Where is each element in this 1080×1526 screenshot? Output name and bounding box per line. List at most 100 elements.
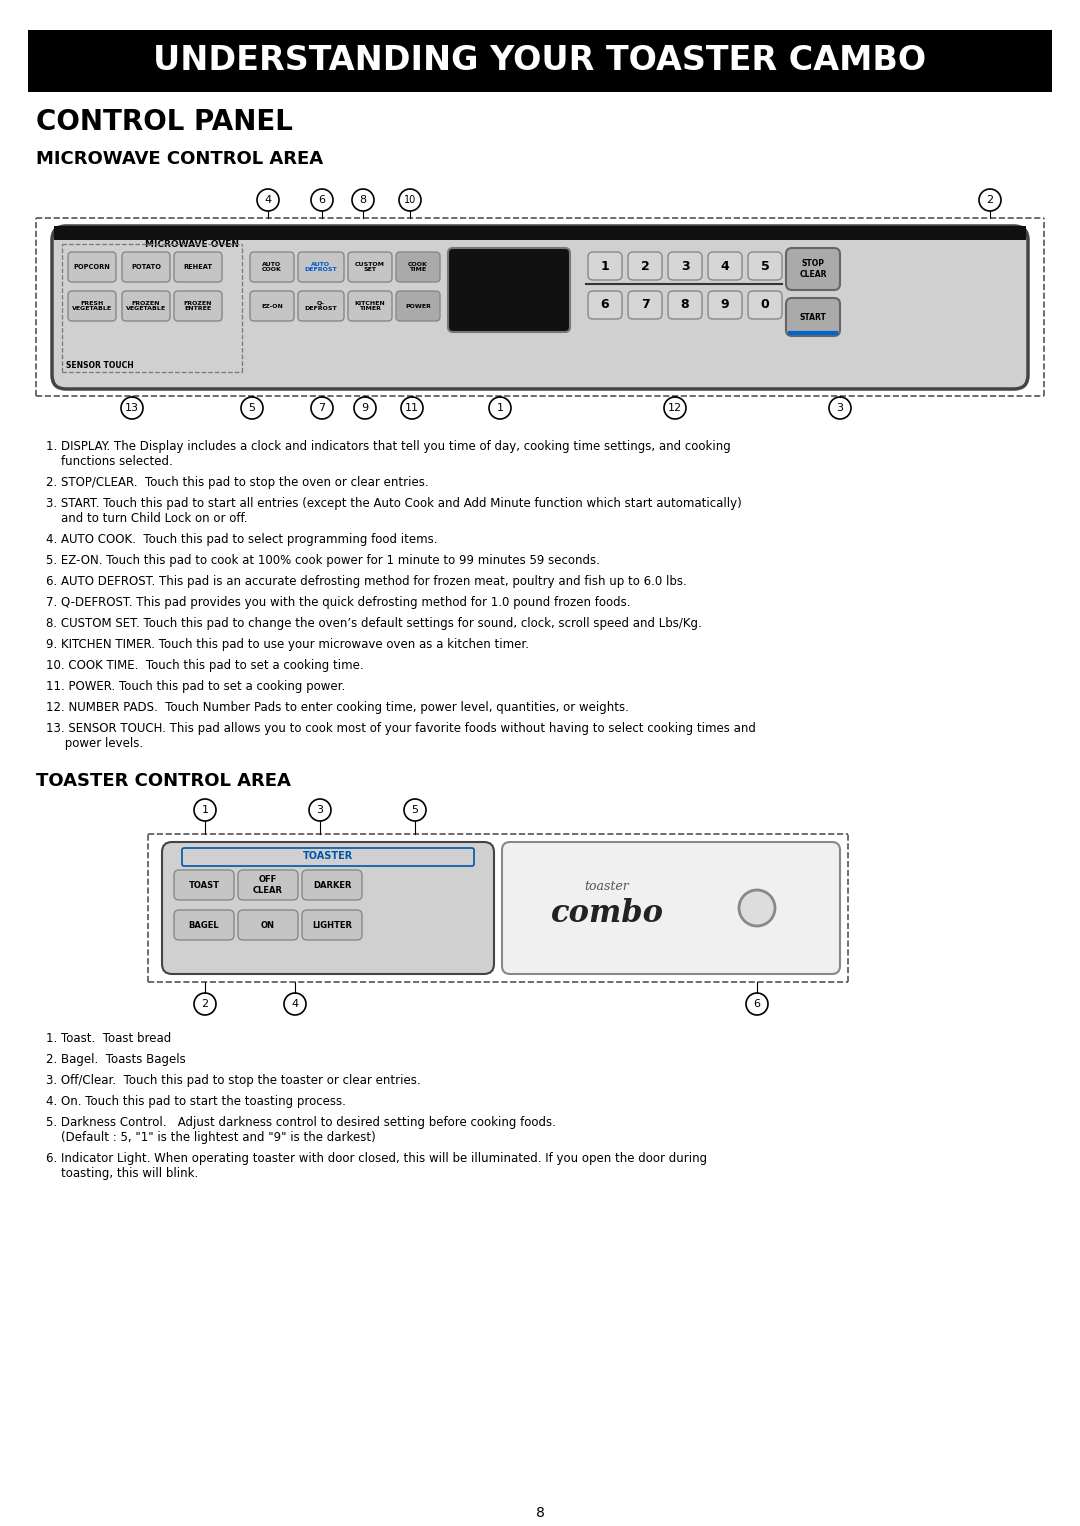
Text: 2. STOP/CLEAR.  Touch this pad to stop the oven or clear entries.: 2. STOP/CLEAR. Touch this pad to stop th… (46, 476, 429, 488)
Circle shape (739, 890, 775, 926)
Text: 10. COOK TIME.  Touch this pad to set a cooking time.: 10. COOK TIME. Touch this pad to set a c… (46, 659, 364, 671)
Text: 2: 2 (202, 1000, 208, 1009)
FancyBboxPatch shape (52, 226, 1028, 389)
FancyBboxPatch shape (302, 870, 362, 900)
Text: 3: 3 (680, 259, 689, 273)
FancyBboxPatch shape (348, 291, 392, 320)
Text: FROZEN
VEGETABLE: FROZEN VEGETABLE (126, 301, 166, 311)
FancyBboxPatch shape (249, 252, 294, 282)
Text: 8: 8 (360, 195, 366, 204)
Text: 1. DISPLAY. The Display includes a clock and indicators that tell you time of da: 1. DISPLAY. The Display includes a clock… (46, 439, 731, 453)
Text: 4. On. Touch this pad to start the toasting process.: 4. On. Touch this pad to start the toast… (46, 1096, 346, 1108)
Text: TOAST: TOAST (189, 881, 219, 890)
Text: functions selected.: functions selected. (46, 455, 173, 468)
FancyBboxPatch shape (298, 291, 345, 320)
FancyBboxPatch shape (669, 291, 702, 319)
Text: SENSOR TOUCH: SENSOR TOUCH (66, 362, 134, 369)
Text: KITCHEN
TIMER: KITCHEN TIMER (354, 301, 386, 311)
Text: 3. START. Touch this pad to start all entries (except the Auto Cook and Add Minu: 3. START. Touch this pad to start all en… (46, 497, 742, 510)
Text: 6: 6 (600, 299, 609, 311)
Text: POPCORN: POPCORN (73, 264, 110, 270)
Text: ON: ON (261, 920, 275, 929)
Text: 11. POWER. Touch this pad to set a cooking power.: 11. POWER. Touch this pad to set a cooki… (46, 681, 346, 693)
Text: 13. SENSOR TOUCH. This pad allows you to cook most of your favorite foods withou: 13. SENSOR TOUCH. This pad allows you to… (46, 722, 756, 736)
Text: BAGEL: BAGEL (189, 920, 219, 929)
Text: 2: 2 (640, 259, 649, 273)
FancyBboxPatch shape (588, 252, 622, 279)
Bar (28, 31, 1052, 92)
Text: 9: 9 (720, 299, 729, 311)
Text: MICROWAVE CONTROL AREA: MICROWAVE CONTROL AREA (36, 150, 323, 168)
Text: 8. CUSTOM SET. Touch this pad to change the oven’s default settings for sound, c: 8. CUSTOM SET. Touch this pad to change … (46, 617, 702, 630)
Text: UNDERSTANDING YOUR TOASTER CAMBO: UNDERSTANDING YOUR TOASTER CAMBO (153, 44, 927, 78)
FancyBboxPatch shape (68, 252, 116, 282)
FancyBboxPatch shape (396, 291, 440, 320)
Text: 6. AUTO DEFROST. This pad is an accurate defrosting method for frozen meat, poul: 6. AUTO DEFROST. This pad is an accurate… (46, 575, 687, 588)
Text: POTATO: POTATO (131, 264, 161, 270)
Text: 7: 7 (640, 299, 649, 311)
Text: 1: 1 (600, 259, 609, 273)
Text: DARKER: DARKER (313, 881, 351, 890)
Text: OFF
CLEAR: OFF CLEAR (253, 876, 283, 894)
Text: 8: 8 (536, 1506, 544, 1520)
Text: 4: 4 (720, 259, 729, 273)
Text: STOP
CLEAR: STOP CLEAR (799, 259, 827, 279)
Text: 3: 3 (837, 403, 843, 414)
FancyBboxPatch shape (708, 291, 742, 319)
Text: 9: 9 (362, 403, 368, 414)
FancyBboxPatch shape (302, 909, 362, 940)
Text: 12. NUMBER PADS.  Touch Number Pads to enter cooking time, power level, quantiti: 12. NUMBER PADS. Touch Number Pads to en… (46, 700, 629, 714)
FancyBboxPatch shape (68, 291, 116, 320)
Text: 11: 11 (405, 403, 419, 414)
FancyBboxPatch shape (669, 252, 702, 279)
Text: CUSTOM
SET: CUSTOM SET (355, 261, 384, 273)
FancyBboxPatch shape (174, 909, 234, 940)
FancyBboxPatch shape (786, 249, 840, 290)
FancyBboxPatch shape (162, 842, 494, 974)
FancyBboxPatch shape (174, 870, 234, 900)
FancyBboxPatch shape (708, 252, 742, 279)
FancyBboxPatch shape (348, 252, 392, 282)
FancyBboxPatch shape (174, 291, 222, 320)
FancyBboxPatch shape (122, 252, 170, 282)
Text: 1. Toast.  Toast bread: 1. Toast. Toast bread (46, 1032, 172, 1045)
FancyBboxPatch shape (396, 252, 440, 282)
Text: power levels.: power levels. (46, 737, 144, 749)
FancyBboxPatch shape (122, 291, 170, 320)
Text: 6: 6 (754, 1000, 760, 1009)
Text: MICROWAVE OVEN: MICROWAVE OVEN (145, 240, 239, 249)
Text: 8: 8 (680, 299, 689, 311)
Text: 7: 7 (319, 403, 325, 414)
FancyBboxPatch shape (238, 870, 298, 900)
Text: (Default : 5, "1" is the lightest and "9" is the darkest): (Default : 5, "1" is the lightest and "9… (46, 1131, 376, 1144)
Text: LIGHTER: LIGHTER (312, 920, 352, 929)
Text: 6. Indicator Light. When operating toaster with door closed, this will be illumi: 6. Indicator Light. When operating toast… (46, 1152, 707, 1164)
Text: TOASTER CONTROL AREA: TOASTER CONTROL AREA (36, 772, 291, 790)
Text: 9. KITCHEN TIMER. Touch this pad to use your microwave oven as a kitchen timer.: 9. KITCHEN TIMER. Touch this pad to use … (46, 638, 529, 652)
Text: 2. Bagel.  Toasts Bagels: 2. Bagel. Toasts Bagels (46, 1053, 186, 1067)
Text: 7. Q-DEFROST. This pad provides you with the quick defrosting method for 1.0 pou: 7. Q-DEFROST. This pad provides you with… (46, 597, 631, 609)
Text: Q-
DEFROST: Q- DEFROST (305, 301, 337, 311)
Text: FROZEN
ENTREE: FROZEN ENTREE (184, 301, 213, 311)
Text: 1: 1 (497, 403, 503, 414)
Text: CONTROL PANEL: CONTROL PANEL (36, 108, 293, 136)
Text: 3: 3 (316, 806, 324, 815)
FancyBboxPatch shape (502, 842, 840, 974)
Bar (54, 226, 1026, 240)
FancyBboxPatch shape (748, 291, 782, 319)
Text: AUTO
DEFROST: AUTO DEFROST (305, 261, 337, 273)
Text: toaster: toaster (584, 879, 630, 893)
Text: 4. AUTO COOK.  Touch this pad to select programming food items.: 4. AUTO COOK. Touch this pad to select p… (46, 533, 437, 546)
Text: 3. Off/Clear.  Touch this pad to stop the toaster or clear entries.: 3. Off/Clear. Touch this pad to stop the… (46, 1074, 420, 1087)
Text: 6: 6 (319, 195, 325, 204)
Text: and to turn Child Lock on or off.: and to turn Child Lock on or off. (46, 513, 247, 525)
Text: 13: 13 (125, 403, 139, 414)
Text: 2: 2 (986, 195, 994, 204)
Text: FRESH
VEGETABLE: FRESH VEGETABLE (72, 301, 112, 311)
FancyBboxPatch shape (238, 909, 298, 940)
Text: 10: 10 (404, 195, 416, 204)
Text: POWER: POWER (405, 304, 431, 308)
Text: START: START (799, 313, 826, 322)
Text: COOK
TIME: COOK TIME (408, 261, 428, 273)
Text: combo: combo (551, 899, 663, 929)
